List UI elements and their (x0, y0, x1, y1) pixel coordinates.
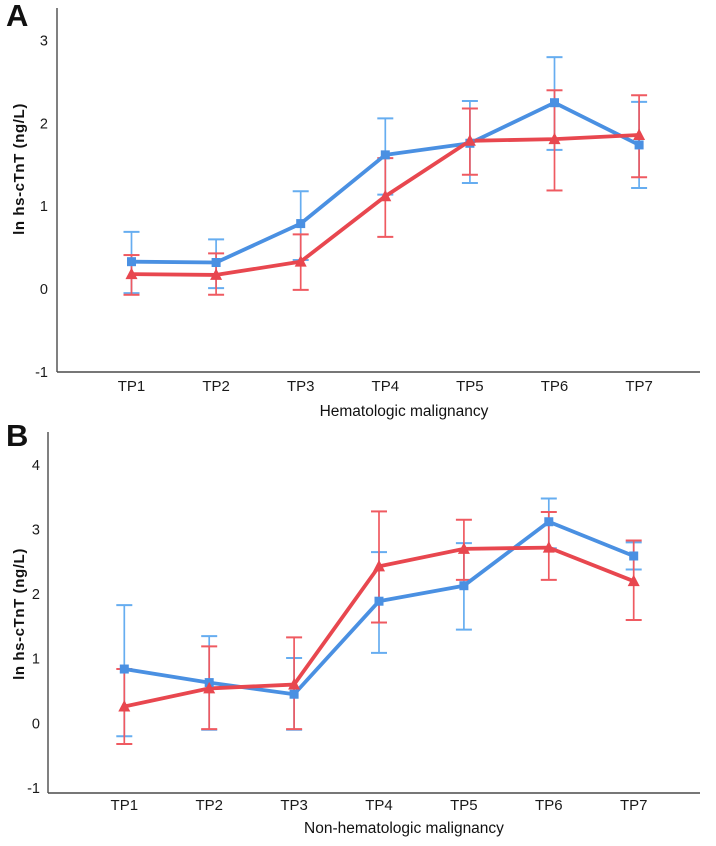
svg-text:TP4: TP4 (365, 797, 393, 814)
panel-b: 4 3 2 1 0 -1 TP1 TP2 TP3 TP4 TP5 TP6 TP7 B ln hs-cTn… (0, 418, 716, 846)
svg-text:2: 2 (40, 116, 48, 132)
svg-text:TP1: TP1 (118, 378, 146, 395)
svg-text:TP4: TP4 (372, 378, 400, 395)
svg-text:TP7: TP7 (625, 378, 653, 395)
panel-a-x-axis-title: Hematologic malignancy (319, 403, 489, 420)
svg-text:1: 1 (32, 652, 40, 668)
panel-a: 3 2 1 0 -1 TP1 TP2 TP3 TP4 TP5 TP6 TP7 A ln hs-cTnT… (0, 0, 716, 420)
panel-b-y-axis-label: ln hs-cTnT (ng/L) (11, 548, 28, 680)
svg-text:-1: -1 (27, 781, 40, 797)
svg-text:4: 4 (32, 458, 40, 474)
panel-b-x-axis-title: Non-hematologic malignancy (304, 820, 504, 837)
svg-text:1: 1 (40, 199, 48, 215)
svg-text:0: 0 (40, 282, 48, 298)
svg-text:3: 3 (40, 34, 48, 50)
svg-text:TP3: TP3 (287, 378, 315, 395)
svg-text:TP5: TP5 (450, 797, 478, 814)
panel-b-label: B (6, 418, 29, 453)
svg-text:TP7: TP7 (620, 797, 648, 814)
svg-text:2: 2 (32, 587, 40, 603)
svg-text:3: 3 (32, 523, 40, 539)
svg-text:-1: -1 (35, 365, 48, 381)
panel-a-label: A (6, 0, 29, 33)
svg-text:TP5: TP5 (456, 378, 484, 395)
svg-text:TP6: TP6 (535, 797, 563, 814)
svg-text:TP2: TP2 (195, 797, 223, 814)
svg-text:TP2: TP2 (202, 378, 230, 395)
svg-text:0: 0 (32, 716, 40, 732)
panel-a-y-axis-label: ln hs-cTnT (ng/L) (11, 103, 28, 235)
panel-a-chart: 3 2 1 0 -1 TP1 TP2 TP3 TP4 TP5 TP6 TP7 (35, 8, 700, 395)
svg-text:TP1: TP1 (111, 797, 139, 814)
svg-text:TP6: TP6 (541, 378, 569, 395)
svg-text:TP3: TP3 (280, 797, 308, 814)
panel-b-chart: 4 3 2 1 0 -1 TP1 TP2 TP3 TP4 TP5 TP6 TP7 (27, 432, 700, 814)
